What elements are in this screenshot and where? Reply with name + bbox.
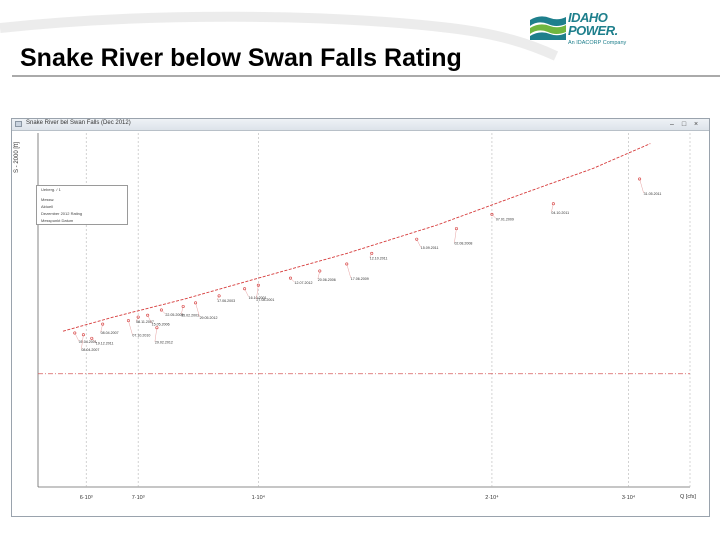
rating-chart: 6·10³ 7·10³ 1·10⁴ 2·10⁴ 3·10⁴ 05.04.2001 08.04…: [37, 133, 691, 501]
measurement-point: [345, 262, 349, 266]
measurement-point: [415, 237, 419, 241]
measurement-leader: [244, 288, 249, 297]
measurement-date-label: 27.08.2001: [256, 298, 274, 302]
x-tick-label: 2·10⁴: [485, 494, 499, 501]
window-titlebar[interactable]: Snake River bel Swan Falls (Dec 2012) – …: [12, 119, 709, 131]
measurement-point: [638, 177, 642, 181]
legend-item: Aktuell: [41, 204, 54, 209]
measurement-point: [159, 308, 163, 312]
measurement-leader: [135, 316, 139, 322]
measurement-point: [146, 313, 150, 317]
measurement-date-label: 08.04.2007: [81, 348, 99, 352]
x-tick-label: 1·10⁴: [252, 494, 266, 501]
measurement-leader: [154, 327, 158, 342]
measurement-date-label: 19.12.2011: [96, 341, 114, 345]
measurement-date-label: 08.04.2007: [101, 331, 119, 335]
x-tick-label: 6·10³: [80, 495, 93, 501]
legend-header: Ueberg. / 1: [41, 187, 61, 192]
measurement-leader: [100, 324, 103, 333]
measurement-leader: [81, 334, 84, 349]
measurement-date-label: 08.11.2007: [136, 320, 154, 324]
app-icon: [15, 121, 22, 127]
measurement-point: [318, 269, 322, 273]
idaho-power-logo: IDAHO POWER. An IDACORP Company: [528, 10, 632, 54]
measurement-point: [126, 319, 130, 323]
measurement-point: [101, 322, 105, 326]
measurement-date-label: 29.05.2012: [200, 316, 218, 320]
measurement-date-label: 17.06.2009: [351, 277, 369, 281]
legend-item: Dezember 2012 Rating: [41, 211, 83, 216]
measurement-point: [217, 294, 221, 298]
measurement-date-label: 15.09.2011: [421, 246, 439, 250]
measurement-leader: [216, 295, 220, 300]
measurement-date-label: 07.10.2010: [132, 334, 150, 338]
measurement-leader: [317, 271, 320, 280]
measurement-leader: [256, 285, 259, 300]
measurement-leader: [346, 263, 351, 279]
measurement-leader: [416, 239, 421, 248]
measurement-leader: [180, 306, 184, 315]
close-button[interactable]: ×: [693, 121, 699, 128]
maximize-button[interactable]: □: [681, 121, 687, 128]
measurement-date-label: 17.06.2003: [217, 299, 235, 303]
logo-tagline: An IDACORP Company: [568, 40, 627, 46]
measurement-date-label: 29.02.2012: [155, 341, 173, 345]
measurement-date-label: 16.10.2001: [249, 296, 267, 300]
measurement-date-label: 12.07.2012: [294, 281, 312, 285]
measurement-point: [490, 212, 494, 216]
measurement-date-label: 05.04.2001: [79, 340, 97, 344]
measurement-date-label: 07.01.2009: [496, 217, 514, 221]
measurement-leader: [147, 315, 152, 324]
measurement-date-label: 12.10.2011: [370, 256, 388, 260]
measurement-leader: [290, 277, 295, 283]
measurement-leader: [454, 228, 457, 243]
minimize-button[interactable]: –: [670, 121, 674, 128]
window-title: Snake River bel Swan Falls (Dec 2012): [26, 120, 131, 126]
slide-title: Snake River below Swan Falls Rating: [20, 44, 462, 72]
measurement-point: [181, 304, 185, 308]
chart-legend: Ueberg. / 1 Messw. Aktuell Dezember 2012…: [36, 185, 128, 225]
measurement-date-label: 20.06.2006: [318, 278, 336, 282]
measurement-point: [194, 301, 198, 305]
measurement-point: [243, 287, 247, 291]
rating-chart-window[interactable]: Snake River bel Swan Falls (Dec 2012) – …: [11, 118, 710, 517]
measurement-date-label: 15.02.2003: [181, 313, 199, 317]
measurement-date-label: 04.10.2011: [551, 211, 569, 215]
measurement-leader: [161, 309, 166, 315]
measurement-leader: [195, 302, 200, 317]
measurement-date-label: 02.08.2008: [454, 242, 472, 246]
measurement-point: [370, 251, 374, 255]
measurement-leader: [551, 203, 554, 212]
measurement-date-label: 22.05.2008: [165, 313, 183, 317]
logo-text: POWER.: [568, 23, 618, 38]
measurement-point: [288, 276, 292, 280]
measurement-date-label: 15.05.2006: [152, 322, 170, 326]
measurement-leader: [491, 214, 497, 219]
plot-area[interactable]: S - 2000 [ft] 6·10³ 7·10³ 1·10⁴ 2·10⁴ 3·10⁴ 0…: [12, 131, 709, 516]
measurement-point: [551, 202, 555, 206]
measurement-point: [73, 331, 77, 335]
legend-item: Messw.: [41, 197, 55, 202]
x-axis-unit: Q [cfs]: [680, 494, 696, 500]
measurement-leader: [74, 332, 79, 342]
measurement-leader: [369, 253, 372, 258]
measurement-leader: [639, 178, 644, 194]
rating-curve-line: [62, 143, 651, 332]
legend-item: Messpunkt Datum: [41, 218, 74, 223]
x-tick-label: 3·10⁴: [622, 494, 636, 501]
measurement-leader: [128, 320, 133, 335]
measurement-leader: [91, 338, 96, 343]
measurement-point: [90, 336, 94, 340]
measurement-date-label: 31.05.2011: [644, 192, 662, 196]
logo-text: IDAHO: [568, 10, 608, 25]
logo-wave-icon: [530, 16, 566, 40]
x-tick-label: 7·10³: [132, 495, 145, 501]
measurement-point: [136, 315, 140, 319]
